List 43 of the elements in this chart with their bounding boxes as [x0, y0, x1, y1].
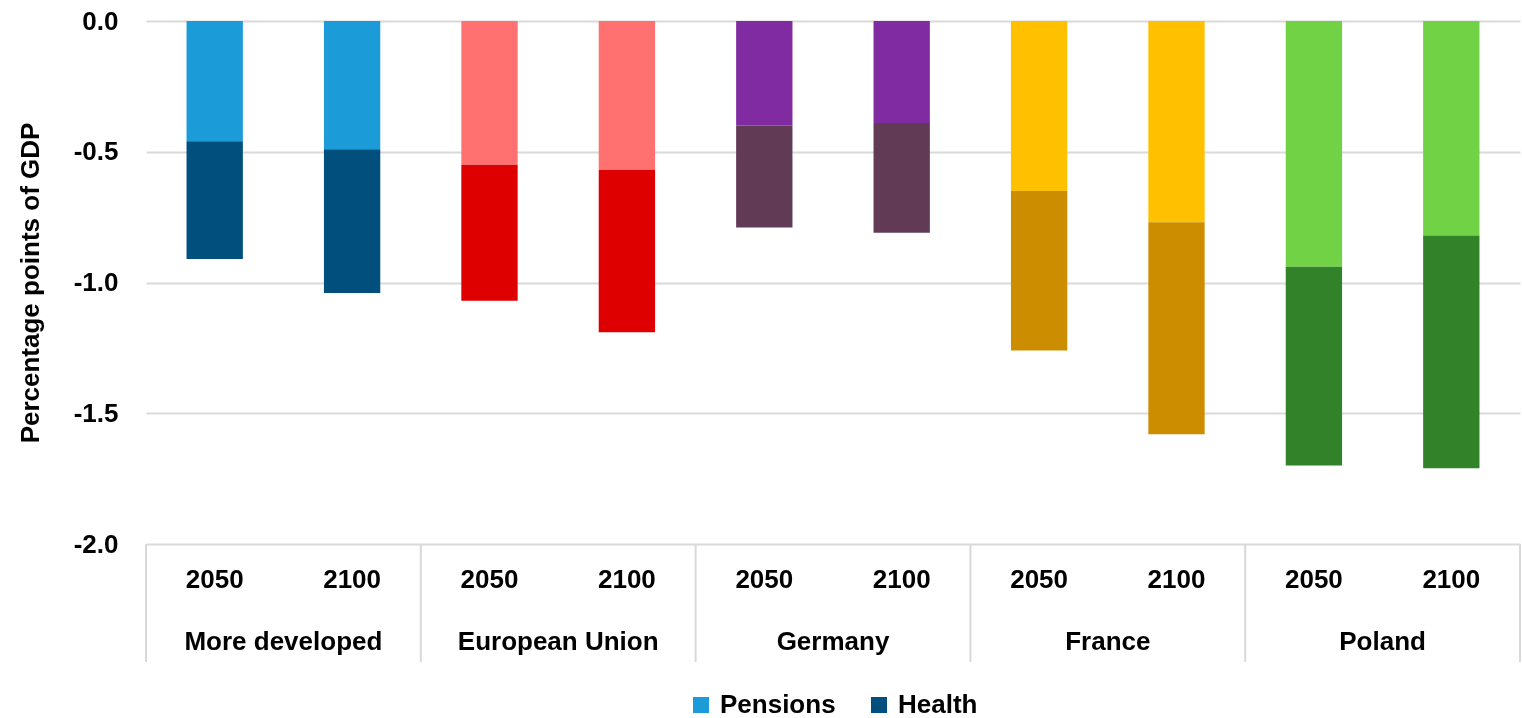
y-tick-label: -0.5: [73, 136, 119, 167]
x-tick-label: 2100: [597, 563, 656, 594]
bar: [461, 21, 518, 165]
x-tick-label: 2050: [1010, 563, 1069, 594]
y-tick-label: 0.0: [82, 5, 119, 36]
bar: [461, 164, 518, 301]
bar: [1010, 21, 1068, 191]
bar: [736, 125, 793, 228]
bar: [1423, 21, 1480, 236]
x-tick-label: 2050: [460, 563, 519, 594]
bar: [186, 141, 243, 259]
x-tick-label: 2050: [1284, 563, 1343, 594]
x-tick-label: 2050: [735, 563, 794, 594]
bar: [1010, 190, 1068, 351]
bar: [186, 21, 243, 142]
text: European Union: [457, 626, 659, 656]
bar: [736, 21, 793, 126]
legend-label: Health: [898, 689, 978, 718]
y-tick-label: -2.0: [73, 528, 119, 559]
text: Germany: [776, 626, 890, 656]
bar: [1285, 21, 1343, 267]
bar: [1148, 222, 1205, 435]
x-tick-label: 2100: [323, 563, 382, 594]
text: More developed: [184, 626, 383, 656]
text: Poland: [1339, 626, 1426, 656]
bar: [1423, 235, 1480, 469]
bar: [873, 122, 930, 233]
x-tick-label: 2100: [872, 563, 931, 594]
x-tick-label: 2100: [1147, 563, 1206, 594]
bar: [1285, 266, 1343, 466]
bar: [323, 149, 381, 293]
x-tick-label: 2050: [185, 563, 244, 594]
bar: [873, 21, 930, 123]
y-axis-title: Percentage points of GDP: [14, 122, 45, 444]
y-tick-label: -1.5: [73, 397, 119, 428]
text: France: [1065, 626, 1151, 656]
bar: [323, 21, 381, 150]
legend-label: Pensions: [720, 689, 836, 718]
x-tick-label: 2100: [1422, 563, 1481, 594]
bar: [598, 21, 656, 171]
y-tick-label: -1.0: [73, 267, 119, 297]
bar: [1148, 21, 1205, 223]
bar: [598, 170, 656, 333]
